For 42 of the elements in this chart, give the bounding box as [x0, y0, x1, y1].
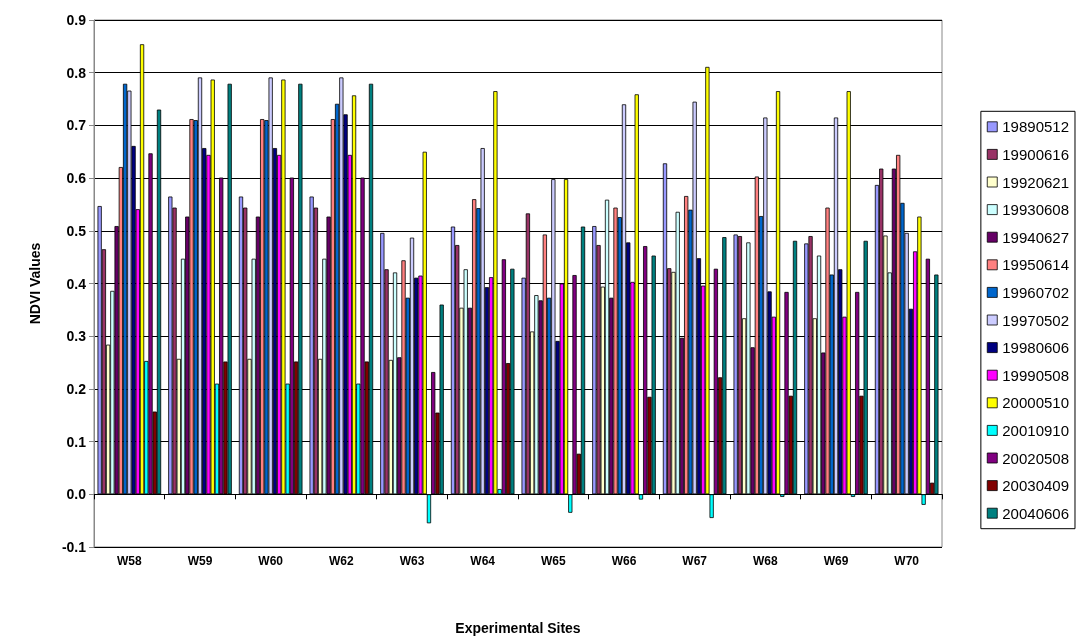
legend-label: 20000510 — [1002, 394, 1070, 412]
x-tick-label: W68 — [752, 554, 778, 568]
bar — [534, 295, 539, 495]
y-axis-title: NDVI Values — [27, 242, 43, 325]
x-tick-label: W64 — [470, 554, 496, 568]
bar — [339, 77, 344, 495]
y-tick-label: 0.2 — [66, 380, 87, 397]
y-tick-label: 0.5 — [66, 222, 87, 239]
legend-label: 19920621 — [1002, 173, 1070, 191]
x-tick-label: W67 — [682, 554, 708, 568]
x-tick-label: W69 — [823, 554, 849, 568]
legend-label: 20040606 — [1002, 504, 1070, 522]
x-tick-label: W62 — [328, 554, 354, 568]
legend-label: 20020508 — [1002, 449, 1070, 467]
legend-label: 20030409 — [1002, 477, 1070, 495]
y-tick-label: 0.1 — [66, 433, 87, 450]
y-tick-label: 0.7 — [66, 117, 87, 134]
legend-label: 19930608 — [1002, 201, 1070, 219]
x-tick-label: W60 — [258, 554, 284, 568]
legend-label: 19940627 — [1002, 228, 1070, 246]
x-tick-label: W65 — [540, 554, 566, 568]
x-axis-title: Experimental Sites — [455, 620, 581, 636]
y-tick-label: 0.3 — [66, 328, 87, 345]
y-tick-label: 0.0 — [66, 486, 87, 503]
x-tick-label: W70 — [894, 554, 920, 568]
legend-label: 19970502 — [1002, 311, 1070, 329]
y-tick-label: -0.1 — [61, 539, 87, 555]
x-tick-label: W58 — [116, 554, 142, 568]
legend-label: 19960702 — [1002, 283, 1070, 301]
y-tick-label: 0.8 — [66, 64, 87, 81]
legend-label: 19890512 — [1002, 118, 1070, 136]
legend-label: 19900616 — [1002, 145, 1070, 163]
legend-label: 19950614 — [1002, 256, 1070, 274]
x-tick-label: W63 — [399, 554, 425, 568]
legend-label: 19990508 — [1002, 366, 1070, 384]
y-tick-label: 0.9 — [66, 12, 87, 28]
x-tick-label: W59 — [187, 554, 213, 568]
y-tick-label: 0.4 — [66, 275, 87, 292]
x-tick-label: W66 — [611, 554, 637, 568]
legend-label: 19980606 — [1002, 339, 1070, 357]
legend-label: 20010910 — [1002, 421, 1070, 439]
y-tick-label: 0.6 — [66, 170, 87, 187]
